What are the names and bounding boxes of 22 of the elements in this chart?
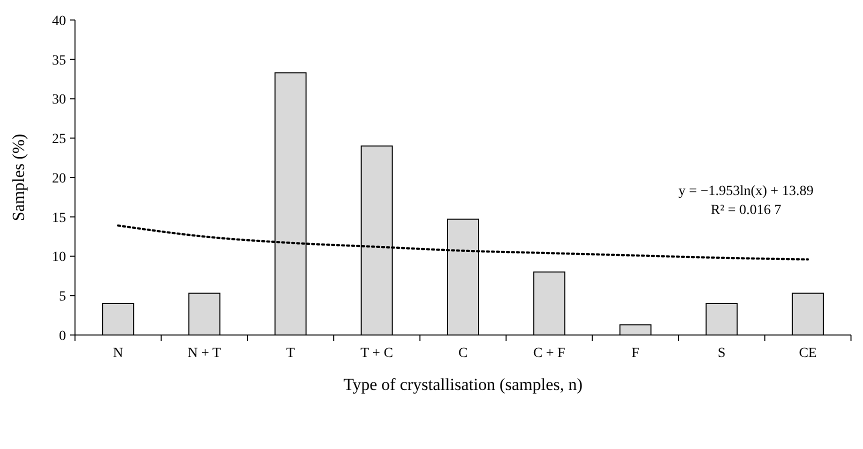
x-tick-label: T — [286, 346, 296, 361]
y-axis-title: Samples (%) — [9, 134, 28, 222]
x-tick-label: C + F — [533, 346, 566, 361]
x-tick-label: S — [718, 346, 726, 361]
x-tick-label: N + T — [188, 346, 222, 361]
y-tick-label: 20 — [52, 171, 66, 186]
y-tick-label: 10 — [52, 250, 66, 266]
y-tick-label: 0 — [59, 328, 66, 344]
x-tick-label: N — [113, 346, 124, 361]
annotation: R² = 0.016 7 — [710, 203, 782, 218]
y-tick-label: 30 — [52, 92, 66, 108]
y-tick-label: 35 — [52, 53, 66, 68]
y-tick-label: 15 — [52, 210, 66, 226]
y-tick-label: 5 — [59, 290, 66, 305]
x-tick-label: F — [632, 346, 640, 361]
annotation: y = −1.953ln(x) + 13.89 — [678, 184, 814, 199]
x-axis-title: Type of crystallisation (samples, n) — [343, 375, 583, 394]
y-tick-label: 40 — [52, 14, 66, 29]
x-tick-label: T + C — [360, 346, 394, 361]
x-tick-label: CE — [798, 346, 817, 361]
y-tick-label: 25 — [52, 132, 66, 148]
x-tick-label: C — [458, 346, 468, 361]
